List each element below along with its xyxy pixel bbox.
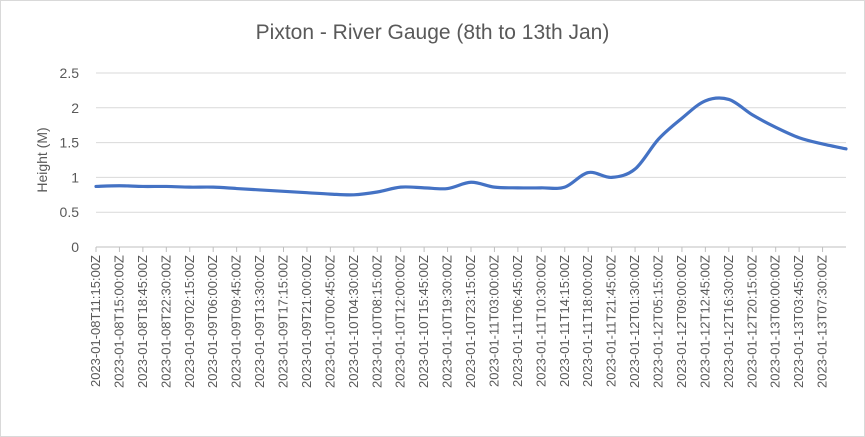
x-tick-label: 2023-01-09T13:30:00Z [252, 255, 267, 388]
x-tick-label: 2023-01-09T06:00:00Z [205, 255, 220, 388]
x-tick-label: 2023-01-12T12:45:00Z [697, 255, 712, 388]
x-tick-label: 2023-01-08T15:00:00Z [111, 255, 126, 388]
x-tick-label: 2023-01-11T18:00:00Z [580, 255, 595, 387]
y-tick-label: 2 [71, 100, 79, 116]
y-axis-label: Height (M) [34, 127, 50, 192]
x-tick-label: 2023-01-10T15:45:00Z [416, 255, 431, 388]
x-tick-label: 2023-01-12T05:15:00Z [651, 255, 666, 388]
y-tick-label: 2.5 [60, 65, 80, 81]
x-tick-label: 2023-01-09T09:45:00Z [229, 255, 244, 388]
x-tick-label: 2023-01-13T07:30:00Z [815, 255, 830, 388]
x-tick-label: 2023-01-11T14:15:00Z [557, 255, 572, 387]
x-tick-label: 2023-01-08T11:15:00Z [88, 255, 103, 387]
series-line [94, 96, 848, 197]
x-tick-label: 2023-01-09T21:00:00Z [299, 255, 314, 388]
x-tick-label: 2023-01-10T23:15:00Z [463, 255, 478, 388]
x-tick-label: 2023-01-11T10:30:00Z [533, 255, 548, 387]
series-group [94, 96, 848, 197]
x-tick-label: 2023-01-10T08:15:00Z [369, 255, 384, 388]
y-tick-label: 1.5 [60, 135, 80, 151]
y-tick-label: 0 [71, 239, 79, 255]
x-tick-label: 2023-01-08T22:30:00Z [158, 255, 173, 388]
x-tick-label: 2023-01-10T12:00:00Z [393, 255, 408, 388]
x-tick-label: 2023-01-11T03:00:00Z [486, 255, 501, 387]
gridlines [96, 72, 846, 248]
x-tick-label: 2023-01-11T06:45:00Z [510, 255, 525, 387]
chart-title: Pixton - River Gauge (8th to 13th Jan) [255, 21, 610, 44]
y-tick-label: 0.5 [60, 204, 80, 220]
x-tick-label: 2023-01-09T02:15:00Z [182, 255, 197, 388]
x-axis-ticks: 2023-01-08T11:15:00Z 2023-01-08T15:00:00Z… [88, 246, 846, 388]
x-tick-label: 2023-01-12T20:15:00Z [744, 255, 759, 388]
x-tick-label: 2023-01-08T18:45:00Z [135, 255, 150, 388]
x-tick-label: 2023-01-10T19:30:00Z [440, 255, 455, 388]
x-tick-label: 2023-01-12T01:30:00Z [627, 255, 642, 388]
x-tick-label: 2023-01-10T00:45:00Z [322, 255, 337, 388]
x-tick-label: 2023-01-13T03:45:00Z [791, 255, 806, 388]
x-tick-label: 2023-01-12T09:00:00Z [674, 255, 689, 388]
x-tick-label: 2023-01-11T21:45:00Z [604, 255, 619, 387]
x-tick-label: 2023-01-12T16:30:00Z [721, 255, 736, 388]
y-tick-label: 1 [71, 169, 79, 185]
x-tick-label: 2023-01-09T17:15:00Z [276, 255, 291, 388]
y-axis-ticks: 0 0.5 1 1.5 2 2.5 [60, 65, 80, 255]
x-tick-label: 2023-01-13T00:00:00Z [768, 255, 783, 388]
x-tick-label: 2023-01-10T04:30:00Z [346, 255, 361, 388]
